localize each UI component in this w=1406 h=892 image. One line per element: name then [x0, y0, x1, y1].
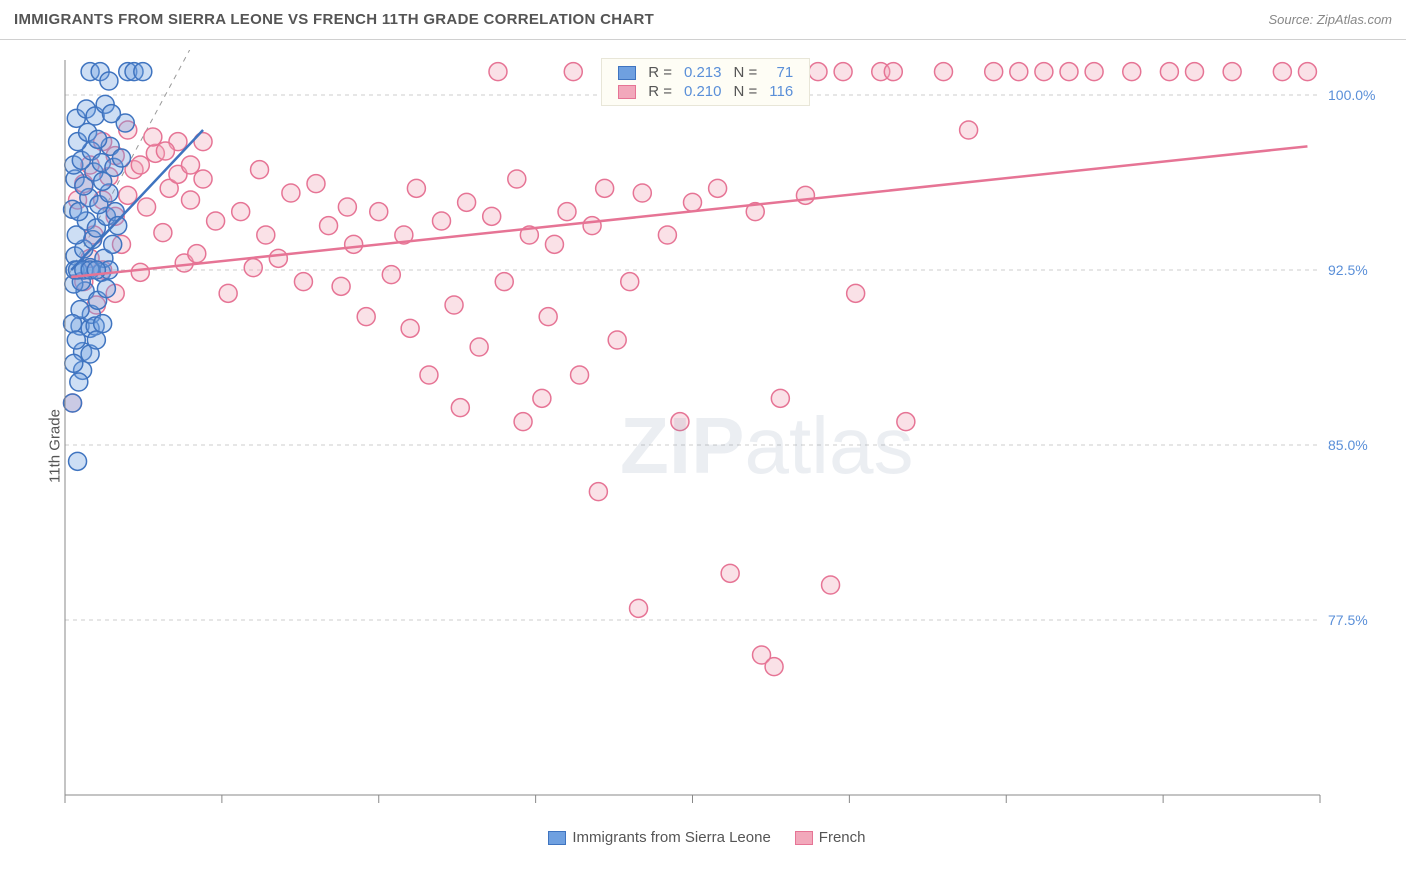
svg-text:100.0%: 100.0% — [1328, 87, 1375, 103]
n-value-2: 116 — [763, 82, 799, 101]
legend-bottom: Immigrants from Sierra Leone French — [548, 829, 865, 846]
r-label-1: R = — [642, 63, 678, 82]
legend-stats: R = 0.213 N = 71 R = 0.210 N = 116 — [601, 58, 810, 106]
legend-item-series2: French — [795, 829, 866, 846]
legend-label-1: Immigrants from Sierra Leone — [572, 829, 770, 846]
n-label-1: N = — [728, 63, 764, 82]
scatter-plot: 77.5%85.0%92.5%100.0%0.0%100.0% ZIPatlas… — [60, 50, 1380, 810]
swatch-bottom-1 — [548, 831, 566, 845]
swatch-bottom-2 — [795, 831, 813, 845]
legend-label-2: French — [819, 829, 866, 846]
r-value-2: 0.210 — [678, 82, 728, 101]
chart-title: IMMIGRANTS FROM SIERRA LEONE VS FRENCH 1… — [14, 11, 654, 28]
chart-header: IMMIGRANTS FROM SIERRA LEONE VS FRENCH 1… — [0, 0, 1406, 40]
n-value-1: 71 — [763, 63, 799, 82]
legend-item-series1: Immigrants from Sierra Leone — [548, 829, 770, 846]
r-label-2: R = — [642, 82, 678, 101]
legend-row-series2: R = 0.210 N = 116 — [612, 82, 799, 101]
swatch-series2 — [618, 85, 636, 99]
n-label-2: N = — [728, 82, 764, 101]
svg-text:77.5%: 77.5% — [1328, 612, 1368, 628]
swatch-series1 — [618, 66, 636, 80]
legend-row-series1: R = 0.213 N = 71 — [612, 63, 799, 82]
chart-source: Source: ZipAtlas.com — [1268, 12, 1392, 27]
svg-text:92.5%: 92.5% — [1328, 262, 1368, 278]
svg-text:85.0%: 85.0% — [1328, 437, 1368, 453]
r-value-1: 0.213 — [678, 63, 728, 82]
chart-svg: 77.5%85.0%92.5%100.0%0.0%100.0% — [60, 50, 1380, 810]
